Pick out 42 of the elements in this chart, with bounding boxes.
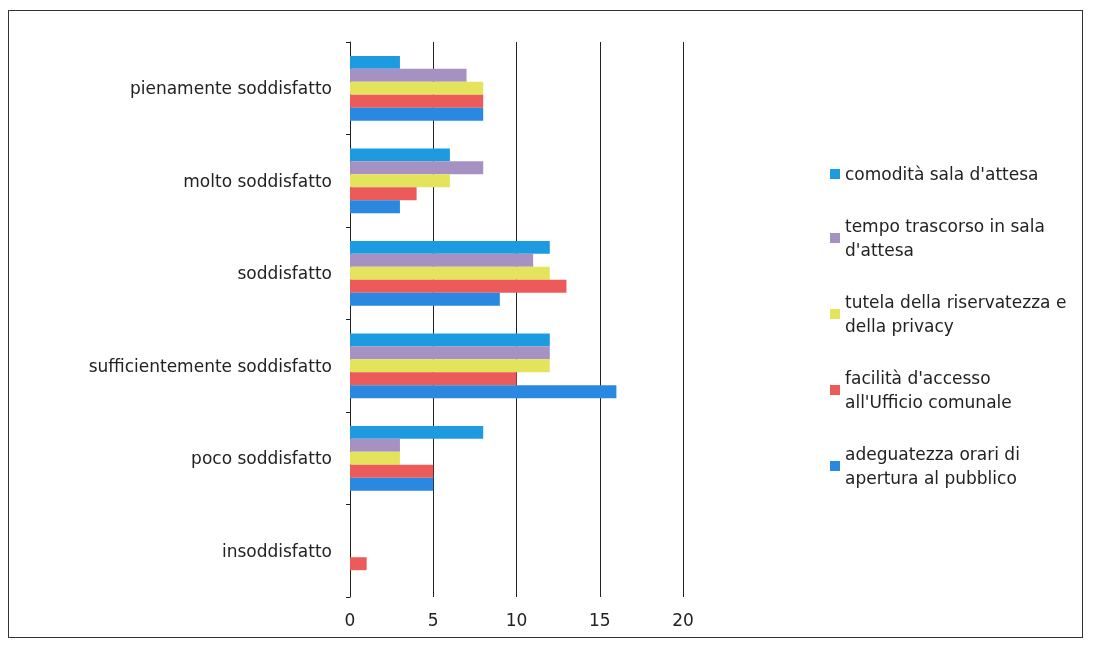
bar [350,240,550,254]
x-tick-label: 10 [505,609,528,630]
bar [350,107,484,121]
bar [350,68,467,82]
y-tick-label: molto soddisfatto [183,170,332,191]
legend-label: tutela della riservatezza e della privacy [845,292,1072,336]
bar [350,253,534,267]
bar [350,425,484,439]
y-tick-label: insoddisfatto [221,540,332,561]
bar [350,81,484,95]
bar [350,385,617,399]
bar [350,200,400,214]
legend-label: tempo trascorso in sala d'attesa [845,216,1051,260]
bar [350,292,500,306]
legend-label: facilità d'accesso all'Ufficio comunale [845,368,1012,412]
y-tick-label: soddisfatto [237,263,332,284]
bar [350,359,550,373]
bar [350,161,484,175]
bar [350,438,400,452]
bar [350,148,450,162]
bar [350,372,517,386]
bar [350,464,434,478]
bar [350,266,550,280]
bar [350,55,400,69]
bar [350,557,367,571]
legend-label: comodità sala d'attesa [845,164,1039,184]
y-tick-label: pienamente soddisfatto [129,78,332,99]
bar [350,477,434,491]
bar [350,346,550,360]
x-tick-label: 20 [672,609,694,630]
y-tick-label: poco soddisfatto [191,448,332,469]
bar [350,333,550,347]
bar [350,451,400,465]
legend-label: adeguatezza orari di apertura al pubblico [845,444,1026,488]
x-tick-label: 15 [588,609,611,630]
x-tick-label: 5 [427,609,439,630]
bar [350,174,450,188]
x-tick-label: 0 [344,609,356,630]
y-tick-label: sufficientemente soddisfatto [88,355,332,376]
bar [350,279,567,293]
bar [350,187,417,201]
bar [350,94,484,108]
